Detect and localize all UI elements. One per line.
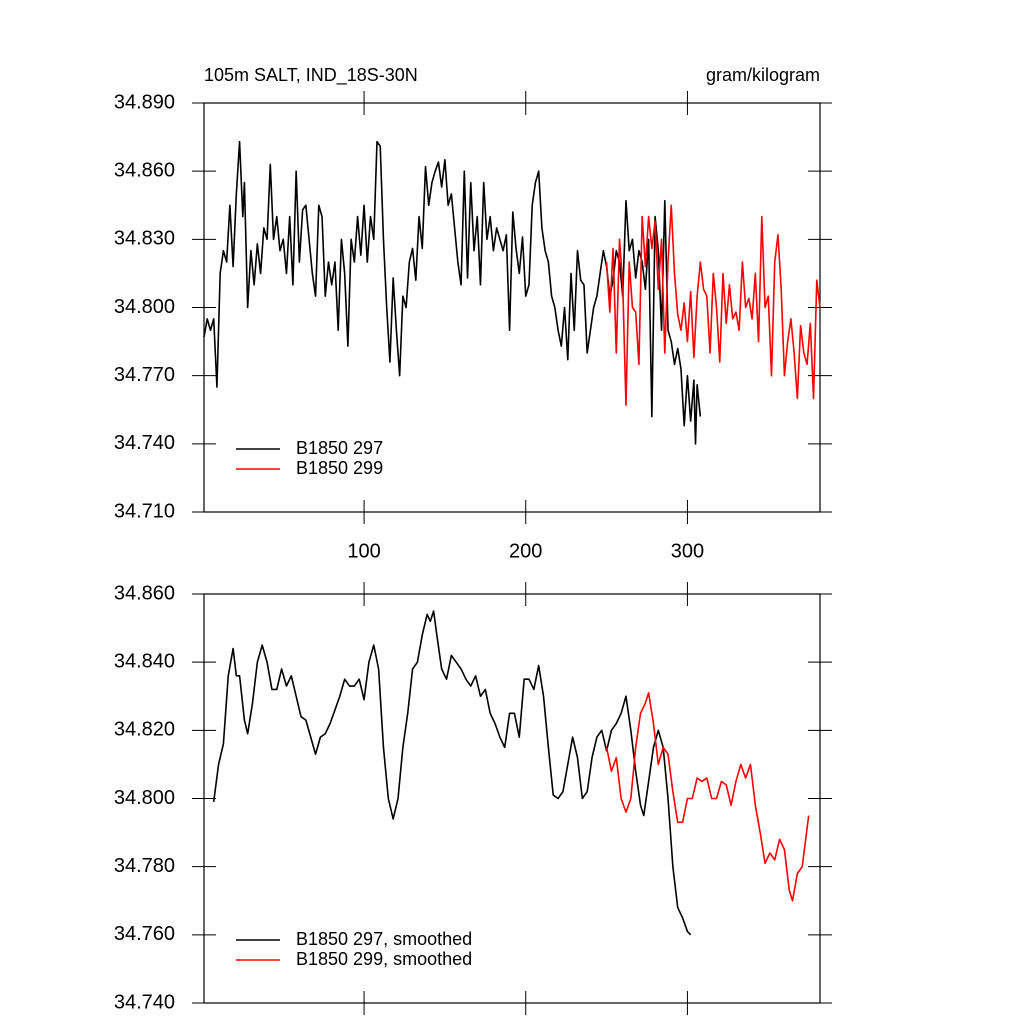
data-line (605, 692, 810, 902)
y-tick-label: 34.710 (114, 500, 175, 522)
y-tick-label: 34.740 (114, 432, 175, 454)
y-tick-label: 34.780 (114, 855, 175, 877)
x-tick-label: 200 (509, 540, 542, 562)
legend-label: B1850 299, smoothed (296, 949, 472, 969)
y-tick-label: 34.860 (114, 159, 175, 181)
y-tick-label: 34.860 (114, 582, 175, 604)
chart-title: 105m SALT, IND_18S-30N (204, 65, 418, 86)
y-tick-label: 34.890 (114, 91, 175, 113)
y-tick-label: 34.740 (114, 991, 175, 1013)
y-tick-label: 34.770 (114, 364, 175, 386)
y-tick-label: 34.840 (114, 650, 175, 672)
data-line (203, 140, 702, 445)
legend-label: B1850 297, smoothed (296, 929, 472, 949)
legend-label: B1850 297 (296, 438, 383, 458)
x-tick-label: 300 (671, 540, 704, 562)
x-tick-label: 100 (347, 540, 380, 562)
y-tick-label: 34.800 (114, 296, 175, 318)
legend-label: B1850 299 (296, 458, 383, 478)
units-label: gram/kilogram (706, 65, 820, 85)
y-tick-label: 34.830 (114, 228, 175, 250)
data-line (605, 204, 821, 407)
y-tick-label: 34.800 (114, 787, 175, 809)
data-line (212, 610, 692, 936)
y-tick-label: 34.760 (114, 923, 175, 945)
y-tick-label: 34.820 (114, 719, 175, 741)
